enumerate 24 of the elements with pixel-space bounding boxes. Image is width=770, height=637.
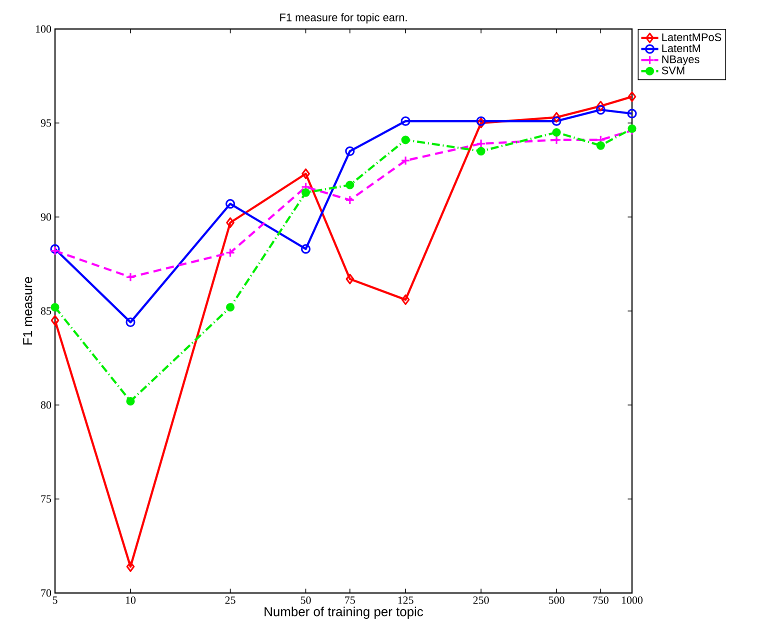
x-tick-label: 500 xyxy=(548,596,564,604)
y-tick-label: 85 xyxy=(40,307,52,315)
y-tick-label: 95 xyxy=(40,119,52,127)
x-tick-label: 250 xyxy=(473,596,489,604)
x-tick-label: 10 xyxy=(126,596,136,604)
y-tick-label: 70 xyxy=(41,589,52,597)
x-tick-label: 750 xyxy=(593,596,608,604)
legend-label: SVM xyxy=(662,66,684,74)
y-tick-label: 80 xyxy=(40,401,52,409)
x-tick-label: 5 xyxy=(52,596,58,604)
x-tick-label: 125 xyxy=(398,596,414,604)
y-axis-title: F1 measure xyxy=(23,277,32,344)
chart-title: F1 measure for topic earn. xyxy=(280,13,407,24)
y-tick-label: 100 xyxy=(36,25,52,33)
x-axis-title: Number of training per topic xyxy=(264,606,424,619)
y-tick-label: 90 xyxy=(40,213,52,221)
x-tick-label: 50 xyxy=(300,596,311,604)
x-tick-label: 75 xyxy=(345,596,355,604)
legend-label: LatentMPoS xyxy=(662,33,722,42)
y-tick-label: 75 xyxy=(41,495,52,503)
x-tick-label: 1000 xyxy=(622,596,643,604)
legend-label: LatentM xyxy=(662,44,700,52)
x-tick-label: 25 xyxy=(225,596,236,604)
legend-label: NBayes xyxy=(662,56,700,66)
